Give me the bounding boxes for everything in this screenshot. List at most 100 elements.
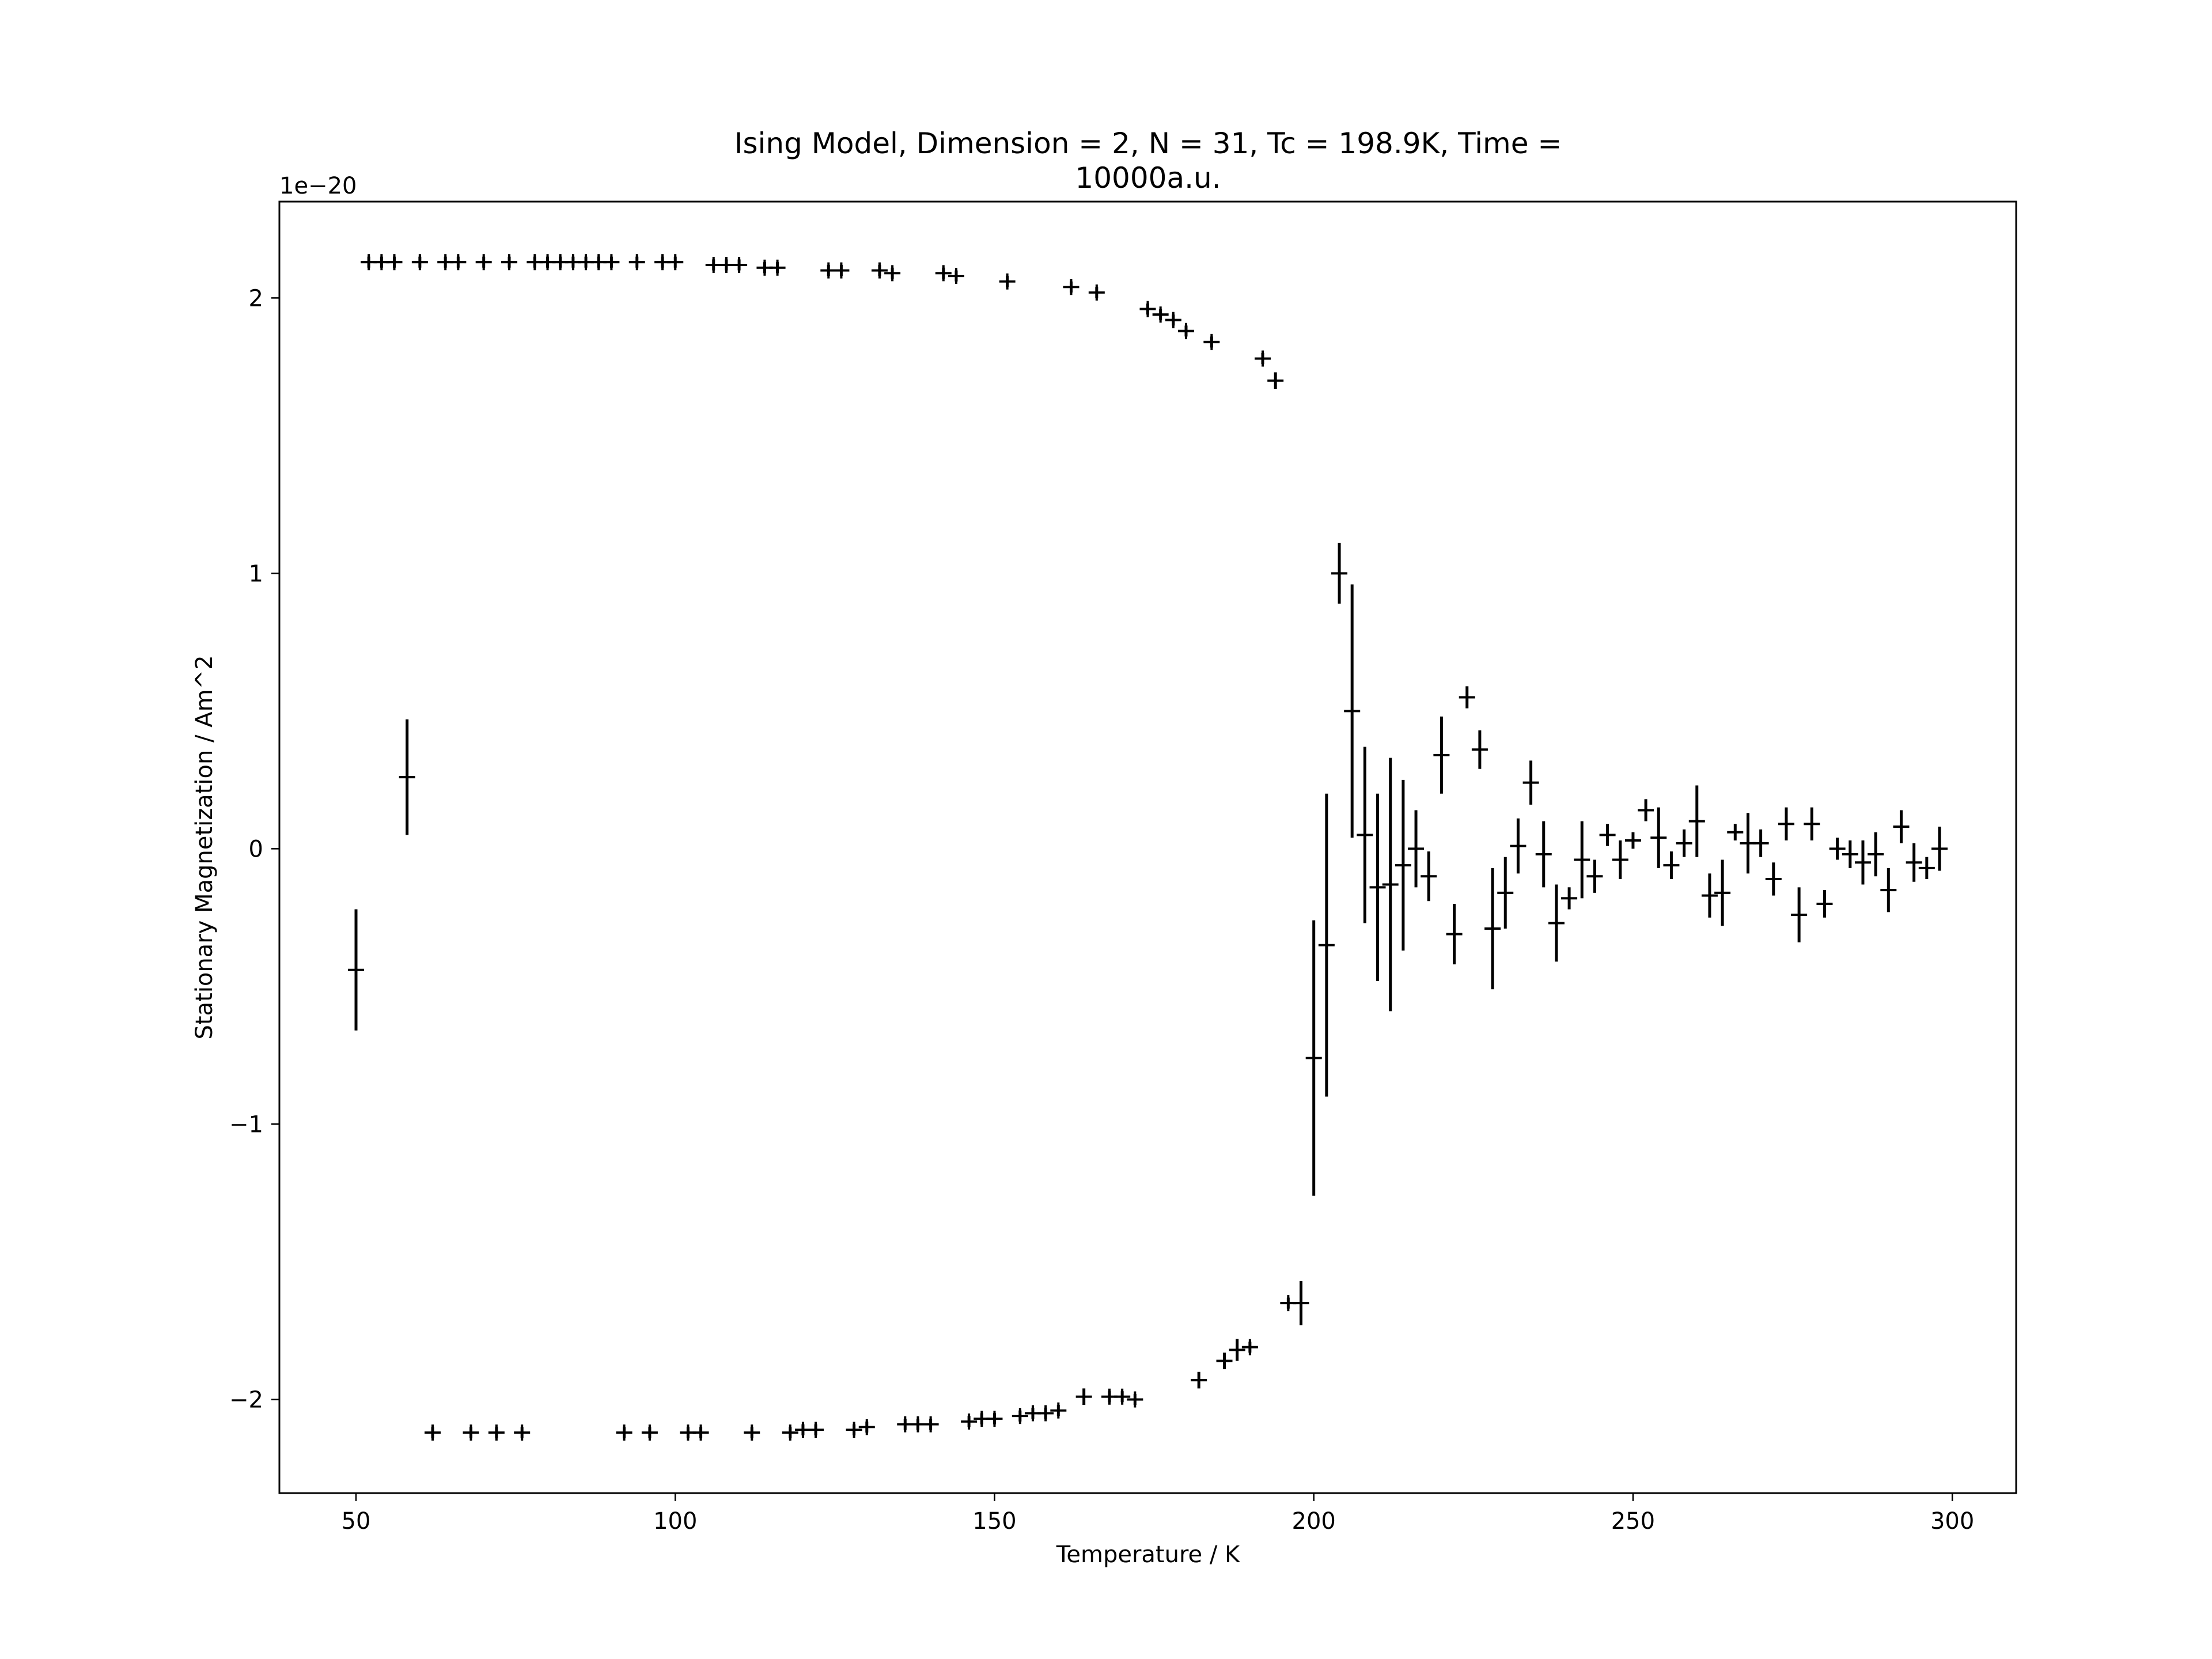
data-point bbox=[1548, 884, 1565, 962]
data-point bbox=[450, 254, 467, 271]
data-point bbox=[986, 1410, 1003, 1427]
data-point bbox=[1305, 920, 1322, 1196]
x-tick-label: 150 bbox=[972, 1508, 1016, 1535]
data-point bbox=[628, 254, 645, 271]
data-point bbox=[1663, 851, 1680, 879]
data-point bbox=[1459, 686, 1475, 709]
data-point bbox=[1816, 890, 1833, 918]
plot-area-frame bbox=[278, 200, 2017, 1494]
y-tick-label: 0 bbox=[249, 836, 263, 862]
data-point bbox=[1037, 1405, 1054, 1422]
data-point bbox=[348, 909, 365, 1031]
data-point bbox=[475, 254, 492, 271]
data-point bbox=[667, 254, 684, 271]
data-point bbox=[961, 1413, 978, 1430]
data-point bbox=[1918, 857, 1935, 879]
data-point bbox=[1599, 824, 1616, 846]
data-point bbox=[1139, 301, 1156, 317]
data-point bbox=[399, 719, 415, 835]
data-point bbox=[1127, 1391, 1143, 1408]
data-point bbox=[1893, 810, 1910, 843]
data-point bbox=[1791, 887, 1808, 942]
data-point bbox=[1241, 1339, 1258, 1355]
data-point bbox=[1063, 279, 1080, 296]
data-point bbox=[603, 254, 620, 271]
data-point bbox=[1561, 887, 1578, 910]
data-point bbox=[1522, 760, 1539, 805]
x-tick-label: 100 bbox=[653, 1508, 697, 1535]
data-point bbox=[1152, 306, 1169, 323]
x-axis-label: Temperature / K bbox=[1056, 1541, 1241, 1568]
y-axis-ticks: −2 −1 0 1 2 bbox=[229, 285, 279, 1413]
data-point bbox=[1650, 807, 1667, 868]
data-point bbox=[1854, 840, 1871, 885]
data-point bbox=[1369, 793, 1386, 981]
data-point bbox=[871, 262, 888, 279]
data-point bbox=[858, 1419, 875, 1435]
data-point bbox=[1778, 807, 1794, 841]
data-point bbox=[744, 1424, 760, 1441]
data-point bbox=[1446, 903, 1463, 965]
data-point bbox=[1293, 1281, 1309, 1325]
data-point bbox=[1906, 843, 1922, 882]
data-point bbox=[833, 262, 850, 279]
data-point bbox=[731, 256, 748, 273]
x-tick-label: 250 bbox=[1611, 1508, 1655, 1535]
x-tick-label: 50 bbox=[342, 1508, 371, 1535]
y-tick-label: 1 bbox=[249, 560, 263, 587]
data-point bbox=[1331, 543, 1348, 604]
data-point bbox=[425, 1424, 441, 1441]
data-point bbox=[922, 1416, 939, 1433]
data-point bbox=[1229, 1339, 1245, 1361]
data-point bbox=[1050, 1402, 1067, 1419]
data-point bbox=[846, 1422, 862, 1438]
data-point bbox=[488, 1424, 505, 1441]
data-point bbox=[1382, 757, 1399, 1012]
data-point bbox=[1471, 730, 1488, 769]
data-point bbox=[1727, 824, 1744, 841]
data-point bbox=[1408, 810, 1425, 888]
data-point bbox=[411, 254, 428, 271]
data-point bbox=[1191, 1372, 1207, 1389]
data-point bbox=[884, 265, 901, 282]
data-point bbox=[1267, 372, 1284, 389]
data-point bbox=[1510, 818, 1527, 874]
data-point bbox=[1088, 284, 1105, 301]
data-point bbox=[1255, 350, 1271, 367]
data-point bbox=[1624, 832, 1641, 849]
data-point bbox=[1178, 323, 1195, 339]
data-point bbox=[1880, 868, 1897, 912]
data-point bbox=[514, 1424, 531, 1441]
data-point bbox=[641, 1424, 658, 1441]
y-axis-offset-label: 1e−20 bbox=[279, 173, 357, 199]
data-point bbox=[1318, 793, 1335, 1097]
data-point bbox=[1484, 868, 1501, 990]
data-point bbox=[1586, 859, 1603, 893]
data-point bbox=[501, 254, 518, 271]
data-point bbox=[1114, 1388, 1131, 1405]
data-point bbox=[1165, 312, 1181, 328]
data-point bbox=[1344, 584, 1361, 838]
data-point bbox=[386, 254, 403, 271]
data-point bbox=[1535, 821, 1552, 888]
data-point bbox=[1075, 1388, 1092, 1406]
data-point bbox=[999, 273, 1016, 290]
data-point bbox=[1216, 1353, 1233, 1369]
data-point bbox=[1752, 829, 1769, 857]
data-point bbox=[1829, 838, 1846, 860]
data-point bbox=[1688, 785, 1705, 857]
data-point bbox=[1421, 851, 1437, 902]
y-tick-label: −1 bbox=[229, 1111, 263, 1138]
data-point bbox=[1842, 840, 1858, 868]
data-point bbox=[1868, 832, 1884, 877]
data-point bbox=[1574, 821, 1590, 899]
data-point bbox=[692, 1424, 709, 1441]
data-point bbox=[1676, 829, 1692, 857]
data-point bbox=[1931, 827, 1948, 871]
data-points bbox=[348, 254, 1948, 1441]
chart-title-line-1: Ising Model, Dimension = 2, N = 31, Tc =… bbox=[734, 127, 1562, 160]
data-point bbox=[935, 265, 952, 282]
data-point bbox=[1714, 859, 1731, 926]
